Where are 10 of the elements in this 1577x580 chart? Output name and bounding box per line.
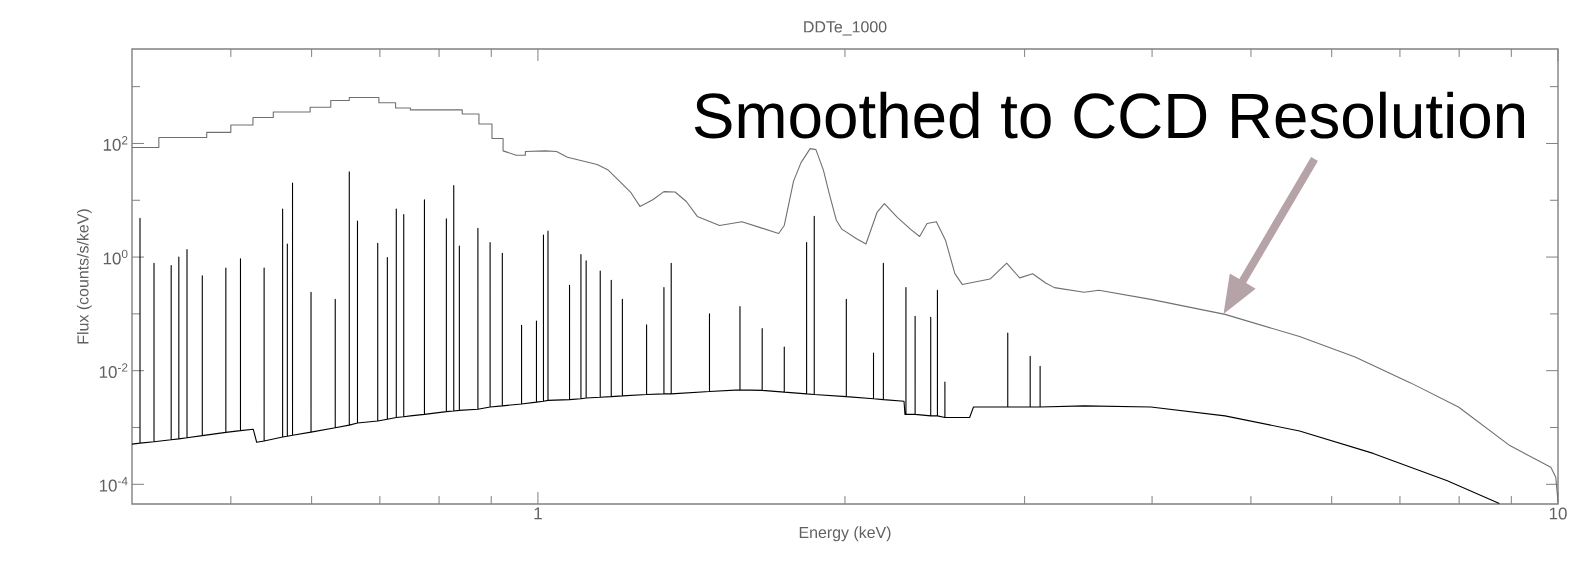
y-axis-title: Flux (counts/s/keV) xyxy=(76,209,92,344)
y-tick-label: 10$^{-2}$ xyxy=(99,363,128,379)
y-tick-label: 10$^{2}$ xyxy=(103,136,128,151)
y-tick-label: 10$^{0}$ xyxy=(103,249,128,265)
x-tick-label: 10 xyxy=(1549,507,1567,520)
x-axis-title: Energy (keV) xyxy=(799,526,891,542)
chart-title: DDTe_1000 xyxy=(804,21,887,36)
annotation: Smoothed to CCD Resolution xyxy=(694,91,1525,139)
y-tick-label: 10$^{-4}$ xyxy=(99,477,128,492)
x-tick-label: 1 xyxy=(534,507,542,520)
